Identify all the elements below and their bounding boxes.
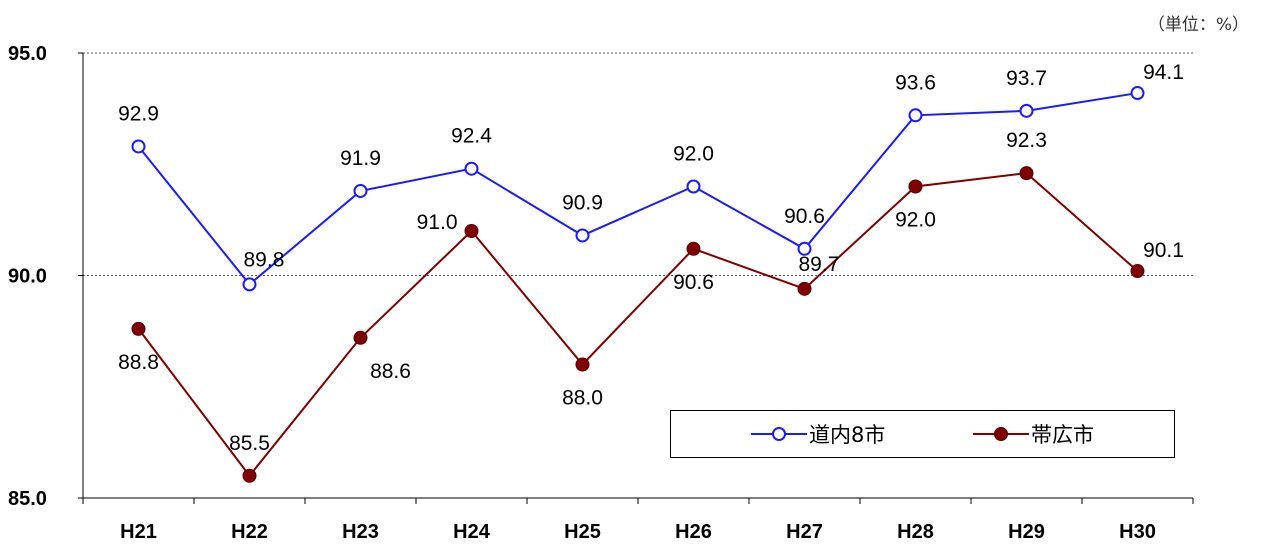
data-label: 90.9 [562,191,603,214]
series-line-2 [137,172,1139,478]
data-point [353,330,368,345]
x-tick-label: H28 [897,521,934,543]
data-label: 89.7 [799,253,840,276]
data-label: 93.6 [895,71,936,94]
data-label: 92.4 [451,125,492,148]
data-label: 94.1 [1143,61,1184,84]
data-point [1019,103,1034,118]
data-label: 92.3 [1006,129,1047,152]
data-point [131,321,146,336]
data-point [131,139,146,154]
data-label: 91.0 [417,211,458,234]
legend: 道内8市 帯広市 [670,410,1175,458]
x-tick-label: H24 [453,521,491,543]
data-point [686,179,701,194]
legend-item-series-2: 帯広市 [973,411,1094,457]
data-point [908,108,923,123]
data-point [242,468,257,483]
x-tick-label: H27 [786,521,823,543]
data-label: 88.6 [370,360,411,383]
data-label: 91.9 [340,147,381,170]
data-point [242,277,257,292]
data-point [1130,86,1145,101]
legend-label-series-1: 道内8市 [809,423,886,447]
legend-item-series-1: 道内8市 [751,411,885,457]
data-point [464,161,479,176]
legend-label-series-2: 帯広市 [1031,423,1094,447]
series-line-1 [137,92,1138,286]
data-label: 90.6 [784,205,825,228]
data-label: 88.0 [562,387,603,410]
data-point [797,241,812,256]
data-point [1019,166,1034,181]
x-tick-label: H26 [675,521,712,543]
data-point [575,357,590,372]
x-tick-label: H30 [1119,521,1156,543]
data-label: 92.0 [895,209,936,232]
data-label: 92.0 [673,143,714,166]
data-point [797,281,812,296]
data-label: 85.5 [229,432,270,455]
data-point [908,179,923,194]
y-tick-label: 85.0 [8,488,47,510]
legend-marker-open-circle-icon [751,427,807,441]
y-tick-label: 95.0 [8,43,47,65]
data-point [464,224,479,238]
data-label: 90.6 [673,271,714,294]
data-point [686,241,701,256]
legend-marker-filled-circle-icon [973,427,1029,441]
data-point [353,183,368,198]
unit-label: （単位：%） [1147,15,1249,35]
data-label: 92.9 [118,102,159,125]
x-tick-label: H22 [231,521,268,543]
data-point [1130,264,1145,279]
x-tick-label: H21 [120,521,157,543]
x-tick-label: H29 [1008,521,1045,543]
data-label: 90.1 [1143,239,1184,262]
data-label: 89.8 [244,248,285,271]
data-point [575,228,590,243]
x-tick-label: H25 [564,521,601,543]
data-label: 88.8 [118,351,159,374]
x-tick-label: H23 [342,521,379,543]
y-tick-label: 90.0 [8,266,47,288]
data-label: 93.7 [1006,67,1047,90]
